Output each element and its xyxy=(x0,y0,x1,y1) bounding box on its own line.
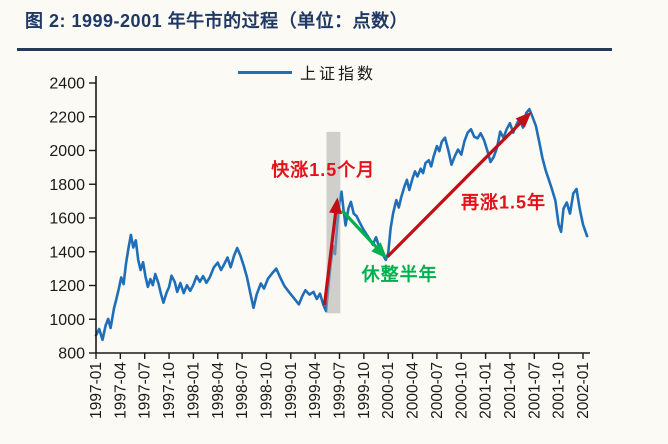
x-tick-label: 2001-10 xyxy=(551,362,568,419)
x-tick-label: 1998-07 xyxy=(234,362,251,419)
x-tick-label: 1997-04 xyxy=(112,362,129,419)
x-tick-label: 1998-10 xyxy=(258,362,275,419)
legend: 上证指数 xyxy=(238,60,376,84)
annotation-2: 再涨1.5年 xyxy=(461,192,546,213)
x-tick-label: 2000-04 xyxy=(405,362,422,419)
x-tick-label: 1999-07 xyxy=(332,362,349,419)
second-rise-arrow-shaft xyxy=(386,119,525,258)
x-tick-label: 1998-01 xyxy=(185,362,202,419)
x-tick-label: 1997-07 xyxy=(137,362,154,419)
second-rise-arrow-head xyxy=(515,111,532,128)
figure-title: 图 2: 1999-2001 年牛市的过程（单位：点数） xyxy=(25,11,409,31)
x-tick-label: 1997-10 xyxy=(161,362,178,419)
x-tick-label: 2001-01 xyxy=(478,362,495,419)
x-tick-label: 2000-10 xyxy=(453,362,470,419)
y-tick-label: 2200 xyxy=(49,109,85,126)
x-tick-label: 1999-04 xyxy=(307,362,324,419)
x-tick-label: 2002-01 xyxy=(575,362,592,419)
x-tick-label: 2000-07 xyxy=(429,362,446,419)
y-tick-label: 2000 xyxy=(49,143,85,160)
consolidation-arrow-head xyxy=(371,242,387,259)
y-tick-label: 800 xyxy=(58,346,85,363)
x-tick-label: 1999-01 xyxy=(283,362,300,419)
x-tick-label: 2001-04 xyxy=(502,362,519,419)
y-tick-label: 1400 xyxy=(49,244,85,261)
y-tick-label: 1600 xyxy=(49,211,85,228)
y-tick-label: 1200 xyxy=(49,278,85,295)
price-line xyxy=(94,107,589,342)
consolidation-arrow-shaft xyxy=(340,209,380,251)
rapid-rise-arrow-head xyxy=(329,197,342,215)
y-tick-label: 1800 xyxy=(49,177,85,194)
title-divider xyxy=(17,48,612,51)
y-tick-label: 2400 xyxy=(49,76,85,93)
legend-label: 上证指数 xyxy=(300,66,377,83)
y-tick-label: 1000 xyxy=(49,312,85,329)
x-tick-label: 1997-01 xyxy=(88,362,105,419)
rapid-rise-arrow-shaft xyxy=(322,209,338,306)
x-tick-label: 2001-07 xyxy=(526,362,543,419)
legend-line-swatch xyxy=(238,70,292,74)
x-tick-label: 2000-01 xyxy=(380,362,397,419)
x-tick-label: 1998-04 xyxy=(210,362,227,419)
annotation-0: 快涨1.5个月 xyxy=(271,159,375,180)
annotation-1: 休整半年 xyxy=(361,263,438,284)
x-tick-label: 1999-10 xyxy=(356,362,373,419)
